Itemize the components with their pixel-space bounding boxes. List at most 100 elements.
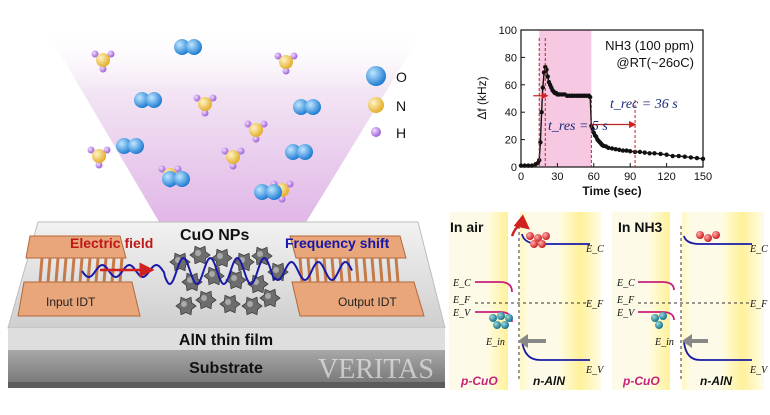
x-tick-label: 0 (518, 171, 524, 183)
x-tick-label: 30 (551, 171, 563, 183)
oxygen-molecule-icon (254, 184, 282, 200)
output-idt (289, 235, 425, 317)
device-illustration: O N H Electric field CuO NPs F (7, 28, 446, 388)
data-point (587, 94, 593, 100)
legend-oxygen-label: O (396, 69, 407, 85)
plot-frame (520, 29, 704, 168)
x-tick-label: 150 (694, 171, 712, 183)
svg-text:E_F: E_F (585, 299, 604, 310)
data-point (628, 149, 633, 154)
input-idt (17, 235, 141, 317)
nanoparticle-icon (175, 296, 197, 316)
svg-text:E_F: E_F (452, 295, 471, 306)
nanoparticle-icon (259, 288, 281, 308)
oxygen-molecule-icon (285, 144, 313, 160)
data-point (522, 163, 527, 168)
watermark: VERITAS (318, 354, 434, 385)
exposure-region (539, 30, 592, 167)
gas-label: NH3 (100 ppm) (605, 38, 694, 53)
band-panel-nh3: In NH3 E_C E_C E_F E_F E_V E_V E_in p-Cu… (612, 212, 769, 390)
nanoparticle-icon (219, 294, 241, 314)
band-panel-air: In air E_C E_C E_F E_F E_V E_V E_in p-Cu… (449, 212, 605, 390)
data-point (606, 145, 611, 151)
data-point (658, 151, 663, 157)
output-idt-label: Output IDT (338, 295, 397, 309)
transfer-arrow-icon (510, 214, 530, 237)
svg-text:E_V: E_V (749, 365, 769, 376)
nanoparticle-icon (181, 272, 203, 292)
t-res-label: t_res = 5 s (548, 119, 608, 134)
nanoparticle-icon (195, 290, 217, 310)
svg-text:E_C: E_C (452, 278, 471, 289)
oxygen-molecule-icon (162, 171, 190, 187)
series-points (518, 64, 706, 168)
cuo-nanoparticles (169, 245, 289, 316)
data-point (545, 74, 550, 79)
acoustic-wave (81, 256, 353, 286)
svg-text:E_F: E_F (616, 295, 635, 306)
substrate-label: Substrate (189, 360, 263, 377)
legend-nitrogen-label: N (396, 98, 406, 114)
data-point (620, 148, 626, 153)
ammonia-molecule-icon (87, 146, 111, 169)
x-tick-label: 120 (657, 171, 675, 183)
nh3-panel-title: In NH3 (618, 219, 663, 235)
base-shadow (8, 382, 445, 388)
data-point (670, 153, 675, 159)
p-cuo-label-air: p-CuO (460, 374, 498, 388)
data-point (652, 151, 657, 156)
svg-text:E_V: E_V (616, 308, 636, 319)
x-tick-label: 90 (624, 171, 636, 183)
gas-beam (45, 28, 425, 232)
nanoparticle-icon (241, 296, 263, 316)
nanoparticle-icon (203, 266, 225, 286)
ammonia-molecule-icon (91, 50, 115, 73)
nanoparticle-icon (189, 245, 211, 265)
data-point (624, 148, 629, 153)
legend-oxygen-icon (366, 66, 386, 86)
electric-field-label: Electric field (70, 235, 153, 251)
y-tick-label: 60 (505, 80, 517, 92)
band-diagrams: In air E_C E_C E_F E_F E_V E_V E_in p-Cu… (449, 212, 769, 390)
svg-text:E_C: E_C (749, 244, 768, 255)
junction-gap (508, 212, 520, 390)
data-point (540, 85, 546, 90)
svg-text:E_C: E_C (616, 278, 635, 289)
ein-arrow-icon (518, 334, 546, 348)
y-tick-label: 100 (499, 25, 517, 37)
oxygen-molecule-icon (174, 39, 202, 55)
data-point (664, 152, 669, 157)
data-point (609, 146, 615, 151)
data-point (637, 149, 643, 155)
svg-text:E_V: E_V (585, 365, 605, 376)
oxygen-molecule-icon (134, 92, 162, 108)
data-point (529, 163, 535, 168)
data-point (647, 151, 652, 156)
ein-arrow-nh3-icon (682, 334, 708, 348)
svg-text:E_F: E_F (749, 299, 768, 310)
molecule-cloud (87, 39, 321, 203)
svg-text:E_V: E_V (452, 308, 472, 319)
cuo-nps-label: CuO NPs (180, 227, 249, 244)
x-axis-label: Time (sec) (582, 184, 641, 198)
data-point (676, 153, 681, 159)
atom-legend: O N H (366, 66, 407, 141)
data-point (688, 155, 694, 160)
data-point (539, 110, 544, 115)
p-cuo-label-nh3: p-CuO (622, 374, 660, 388)
response-chart: 0 20 40 60 80 100 0 30 60 90 120 150 Δf (kHz) Time… (475, 25, 712, 198)
legend-nitrogen-icon (368, 97, 384, 113)
film-label: AlN thin film (179, 332, 273, 349)
ammonia-molecule-icon (244, 120, 268, 143)
ammonia-molecule-icon (193, 94, 217, 117)
y-tick-label: 40 (505, 107, 517, 119)
data-point (617, 147, 622, 153)
legend-hydrogen-icon (371, 127, 381, 137)
aln-film-front (8, 328, 445, 350)
n-aln-label-nh3: n-AlN (700, 374, 732, 388)
svg-text:E_C: E_C (585, 244, 604, 255)
ammonia-molecule-icon (221, 147, 245, 170)
oxygen-molecule-icon (116, 138, 144, 154)
data-point (694, 155, 700, 161)
